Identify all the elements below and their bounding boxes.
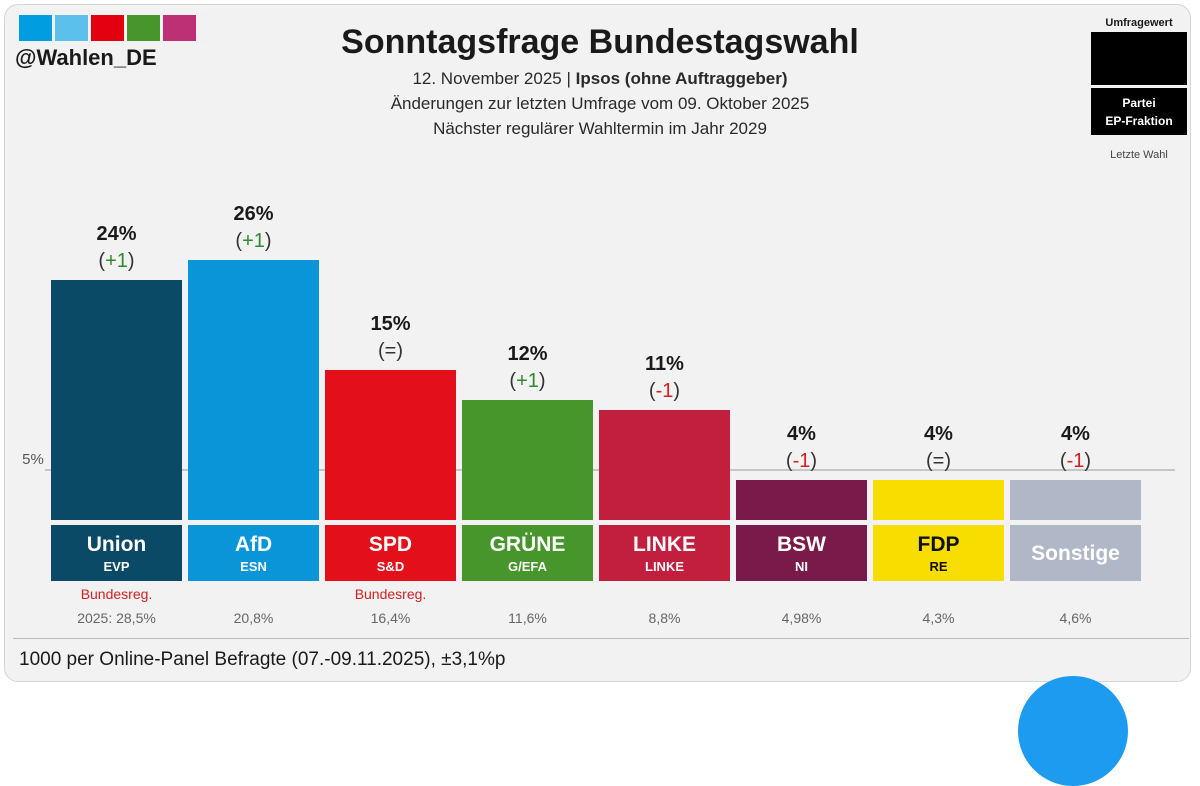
legend-value-swatch (1091, 32, 1187, 85)
last-election-value: 8,8% (649, 610, 681, 626)
change-label: (+1) (509, 370, 545, 392)
ep-group: LINKE (645, 559, 684, 574)
party-name: Sonstige (1031, 542, 1120, 565)
brand-swatch (127, 15, 160, 41)
brand-color-bar (19, 15, 196, 41)
last-election-value: 16,4% (371, 610, 411, 626)
last-election-value: 4,3% (923, 610, 955, 626)
last-election-value: 4,6% (1060, 610, 1092, 626)
change-label: (+1) (98, 250, 134, 272)
pollster: Ipsos (ohne Auftraggeber) (575, 69, 788, 88)
party-name: Union (87, 533, 146, 556)
chart-card: @Wahlen_DE Sonntagsfrage Bundestagswahl … (4, 4, 1191, 682)
last-election-value: 2025: 28,5% (77, 610, 156, 626)
subtitle-changes: Änderungen zur letzten Umfrage vom 09. O… (390, 94, 810, 113)
legend-party-swatch: Partei EP-Fraktion (1091, 88, 1187, 135)
legend-partei: Partei (1122, 96, 1156, 110)
value-label: 11% (645, 353, 684, 375)
value-label: 4% (1061, 423, 1090, 445)
party-name: LINKE (633, 533, 696, 556)
party-label-box (51, 525, 182, 581)
ep-group: EVP (103, 559, 129, 574)
subtitle-date-pollster: 12. November 2025 | Ipsos (ohne Auftragg… (5, 69, 1190, 89)
party-label-box (599, 525, 730, 581)
party-label-box (188, 525, 319, 581)
value-label: 12% (507, 343, 547, 365)
legend-umfragewert: Umfragewert (1105, 17, 1173, 29)
bar (873, 480, 1004, 520)
party-label-box (1010, 525, 1141, 581)
bar-chart: 5% 24% (+1) Union EVP Bundesreg. 2025: 28,5% 26… (22, 203, 1175, 626)
change-label: (+1) (235, 230, 271, 252)
party-name: BSW (777, 533, 826, 556)
bar (599, 410, 730, 520)
account-handle: @Wahlen_DE (15, 45, 157, 70)
last-election-value: 20,8% (234, 610, 274, 626)
threshold-label: 5% (22, 451, 44, 468)
ep-group: RE (929, 559, 947, 574)
bar (51, 280, 182, 520)
change-label: (-1) (1060, 450, 1091, 472)
brand-swatch (55, 15, 88, 41)
bar (1010, 480, 1141, 520)
legend-last-election: Letzte Wahl (1110, 149, 1168, 161)
change-label: (=) (926, 450, 951, 472)
footer-divider (13, 638, 1189, 639)
last-election-value: 4,98% (782, 610, 822, 626)
party-label-box (325, 525, 456, 581)
subtitle-next-election: Nächster regulärer Wahltermin im Jahr 20… (433, 119, 767, 138)
value-label: 4% (787, 423, 816, 445)
value-label: 24% (96, 223, 136, 245)
government-note: Bundesreg. (81, 586, 153, 602)
legend-box: Umfragewert Partei EP-Fraktion Letzte Wa… (1091, 17, 1187, 161)
change-label: (-1) (649, 380, 680, 402)
last-election-value: 11,6% (508, 610, 547, 626)
value-label: 15% (370, 313, 410, 335)
ep-group: ESN (240, 559, 267, 574)
separator: | (566, 69, 571, 88)
value-label: 26% (233, 203, 273, 225)
chart-title: Sonntagsfrage Bundestagswahl (341, 23, 859, 61)
brand-swatch (19, 15, 52, 41)
value-label: 4% (924, 423, 953, 445)
legend-fraktion: EP-Fraktion (1105, 114, 1173, 128)
scroll-button[interactable] (1018, 676, 1128, 786)
party-name: GRÜNE (490, 533, 566, 556)
party-name: FDP (918, 533, 960, 556)
bar (325, 370, 456, 520)
ep-group: NI (795, 559, 808, 574)
ep-group: G/EFA (508, 559, 548, 574)
government-note: Bundesreg. (355, 586, 427, 602)
footer-methodology: 1000 per Online-Panel Befragte (07.-09.1… (19, 649, 506, 670)
brand-swatch (91, 15, 124, 41)
poll-date: 12. November 2025 (412, 69, 562, 88)
party-label-box (873, 525, 1004, 581)
bar (188, 260, 319, 520)
change-label: (=) (378, 340, 403, 362)
party-name: SPD (369, 533, 412, 556)
brand-swatch (163, 15, 196, 41)
party-name: AfD (235, 533, 272, 556)
party-label-box (736, 525, 867, 581)
bar (736, 480, 867, 520)
change-label: (-1) (786, 450, 817, 472)
ep-group: S&D (377, 559, 404, 574)
bar (462, 400, 593, 520)
party-label-box (462, 525, 593, 581)
